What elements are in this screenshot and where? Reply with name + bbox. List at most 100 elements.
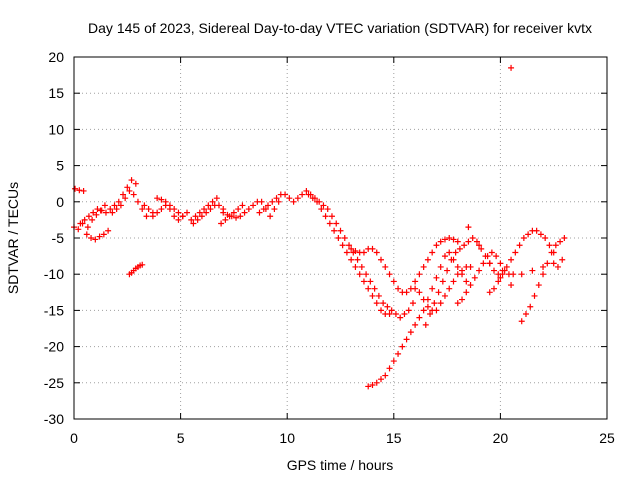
data-point (433, 307, 440, 314)
data-point (531, 292, 538, 299)
data-point (98, 207, 105, 214)
data-point (454, 263, 461, 270)
y-tick-label: -10 (44, 266, 64, 282)
data-point (522, 311, 529, 318)
data-point (550, 260, 557, 267)
data-point (373, 379, 380, 386)
data-point (220, 209, 227, 216)
data-point (198, 213, 205, 220)
data-point (175, 216, 182, 223)
data-point (89, 216, 96, 223)
data-point (239, 202, 246, 209)
data-point (369, 292, 376, 299)
data-point (331, 227, 338, 234)
data-point (154, 195, 161, 202)
data-point (352, 248, 359, 255)
data-point (429, 285, 436, 292)
data-point (162, 202, 169, 209)
data-point (465, 238, 472, 245)
data-point (245, 206, 252, 213)
data-point (360, 278, 367, 285)
data-point (90, 209, 97, 216)
data-point (96, 233, 103, 240)
x-tick-label: 25 (599, 430, 615, 446)
y-axis-label: SDTVAR / TECUs (5, 182, 21, 294)
data-point (93, 211, 100, 218)
data-point (420, 296, 427, 303)
data-point (510, 271, 517, 278)
data-point (473, 238, 480, 245)
data-point (76, 187, 83, 194)
data-point (484, 253, 491, 260)
data-point (465, 224, 472, 231)
data-point (424, 303, 431, 310)
data-point (378, 307, 385, 314)
y-tick-labels: 20 15 10 5 0 -5 -10 -15 -20 -25 -30 (44, 49, 64, 427)
data-point (420, 307, 427, 314)
data-point (416, 289, 423, 296)
data-points (71, 64, 568, 390)
data-point (371, 285, 378, 292)
data-point (405, 307, 412, 314)
data-point (358, 263, 365, 270)
data-point (422, 321, 429, 328)
data-point (111, 202, 118, 209)
data-point (322, 213, 329, 220)
data-point (363, 271, 370, 278)
data-point (365, 285, 372, 292)
data-point (286, 195, 293, 202)
data-point (343, 249, 350, 256)
data-point (141, 202, 148, 209)
data-point (72, 185, 79, 192)
data-point (471, 274, 478, 281)
data-point (128, 177, 135, 184)
data-point (117, 202, 124, 209)
data-point (476, 242, 483, 249)
data-point (194, 216, 201, 223)
data-point (183, 209, 190, 216)
data-point (446, 249, 453, 256)
data-point (256, 209, 263, 216)
data-point (542, 235, 549, 241)
data-point (403, 289, 410, 296)
data-point (271, 206, 278, 213)
data-point (491, 285, 498, 292)
data-point (318, 206, 325, 213)
data-point (433, 274, 440, 281)
data-point (143, 213, 150, 220)
data-point (378, 256, 385, 263)
data-point (326, 220, 333, 227)
data-point (101, 202, 108, 209)
data-point (92, 236, 99, 243)
data-point (228, 213, 235, 220)
data-point (516, 242, 523, 249)
data-point (241, 209, 248, 216)
data-point (557, 238, 564, 245)
data-point (203, 209, 210, 216)
data-point (192, 213, 199, 220)
data-point (115, 198, 122, 205)
data-point (546, 242, 553, 249)
data-point (341, 235, 348, 241)
data-point (386, 365, 393, 372)
data-point (456, 245, 463, 252)
data-point (222, 216, 229, 223)
data-point (105, 227, 112, 234)
data-point (305, 191, 312, 198)
data-point (454, 300, 461, 307)
data-point (412, 321, 419, 328)
data-point (290, 198, 297, 205)
data-point (207, 206, 214, 213)
data-point (403, 336, 410, 343)
data-point (171, 213, 178, 220)
y-tick-label: -5 (52, 230, 65, 246)
data-point (382, 372, 389, 379)
data-point (122, 195, 129, 202)
data-point (154, 209, 161, 216)
data-point (230, 209, 237, 216)
x-tick-label: 10 (279, 430, 295, 446)
data-point (488, 249, 495, 256)
data-point (450, 278, 457, 285)
data-point (407, 329, 414, 336)
data-point (441, 292, 448, 299)
